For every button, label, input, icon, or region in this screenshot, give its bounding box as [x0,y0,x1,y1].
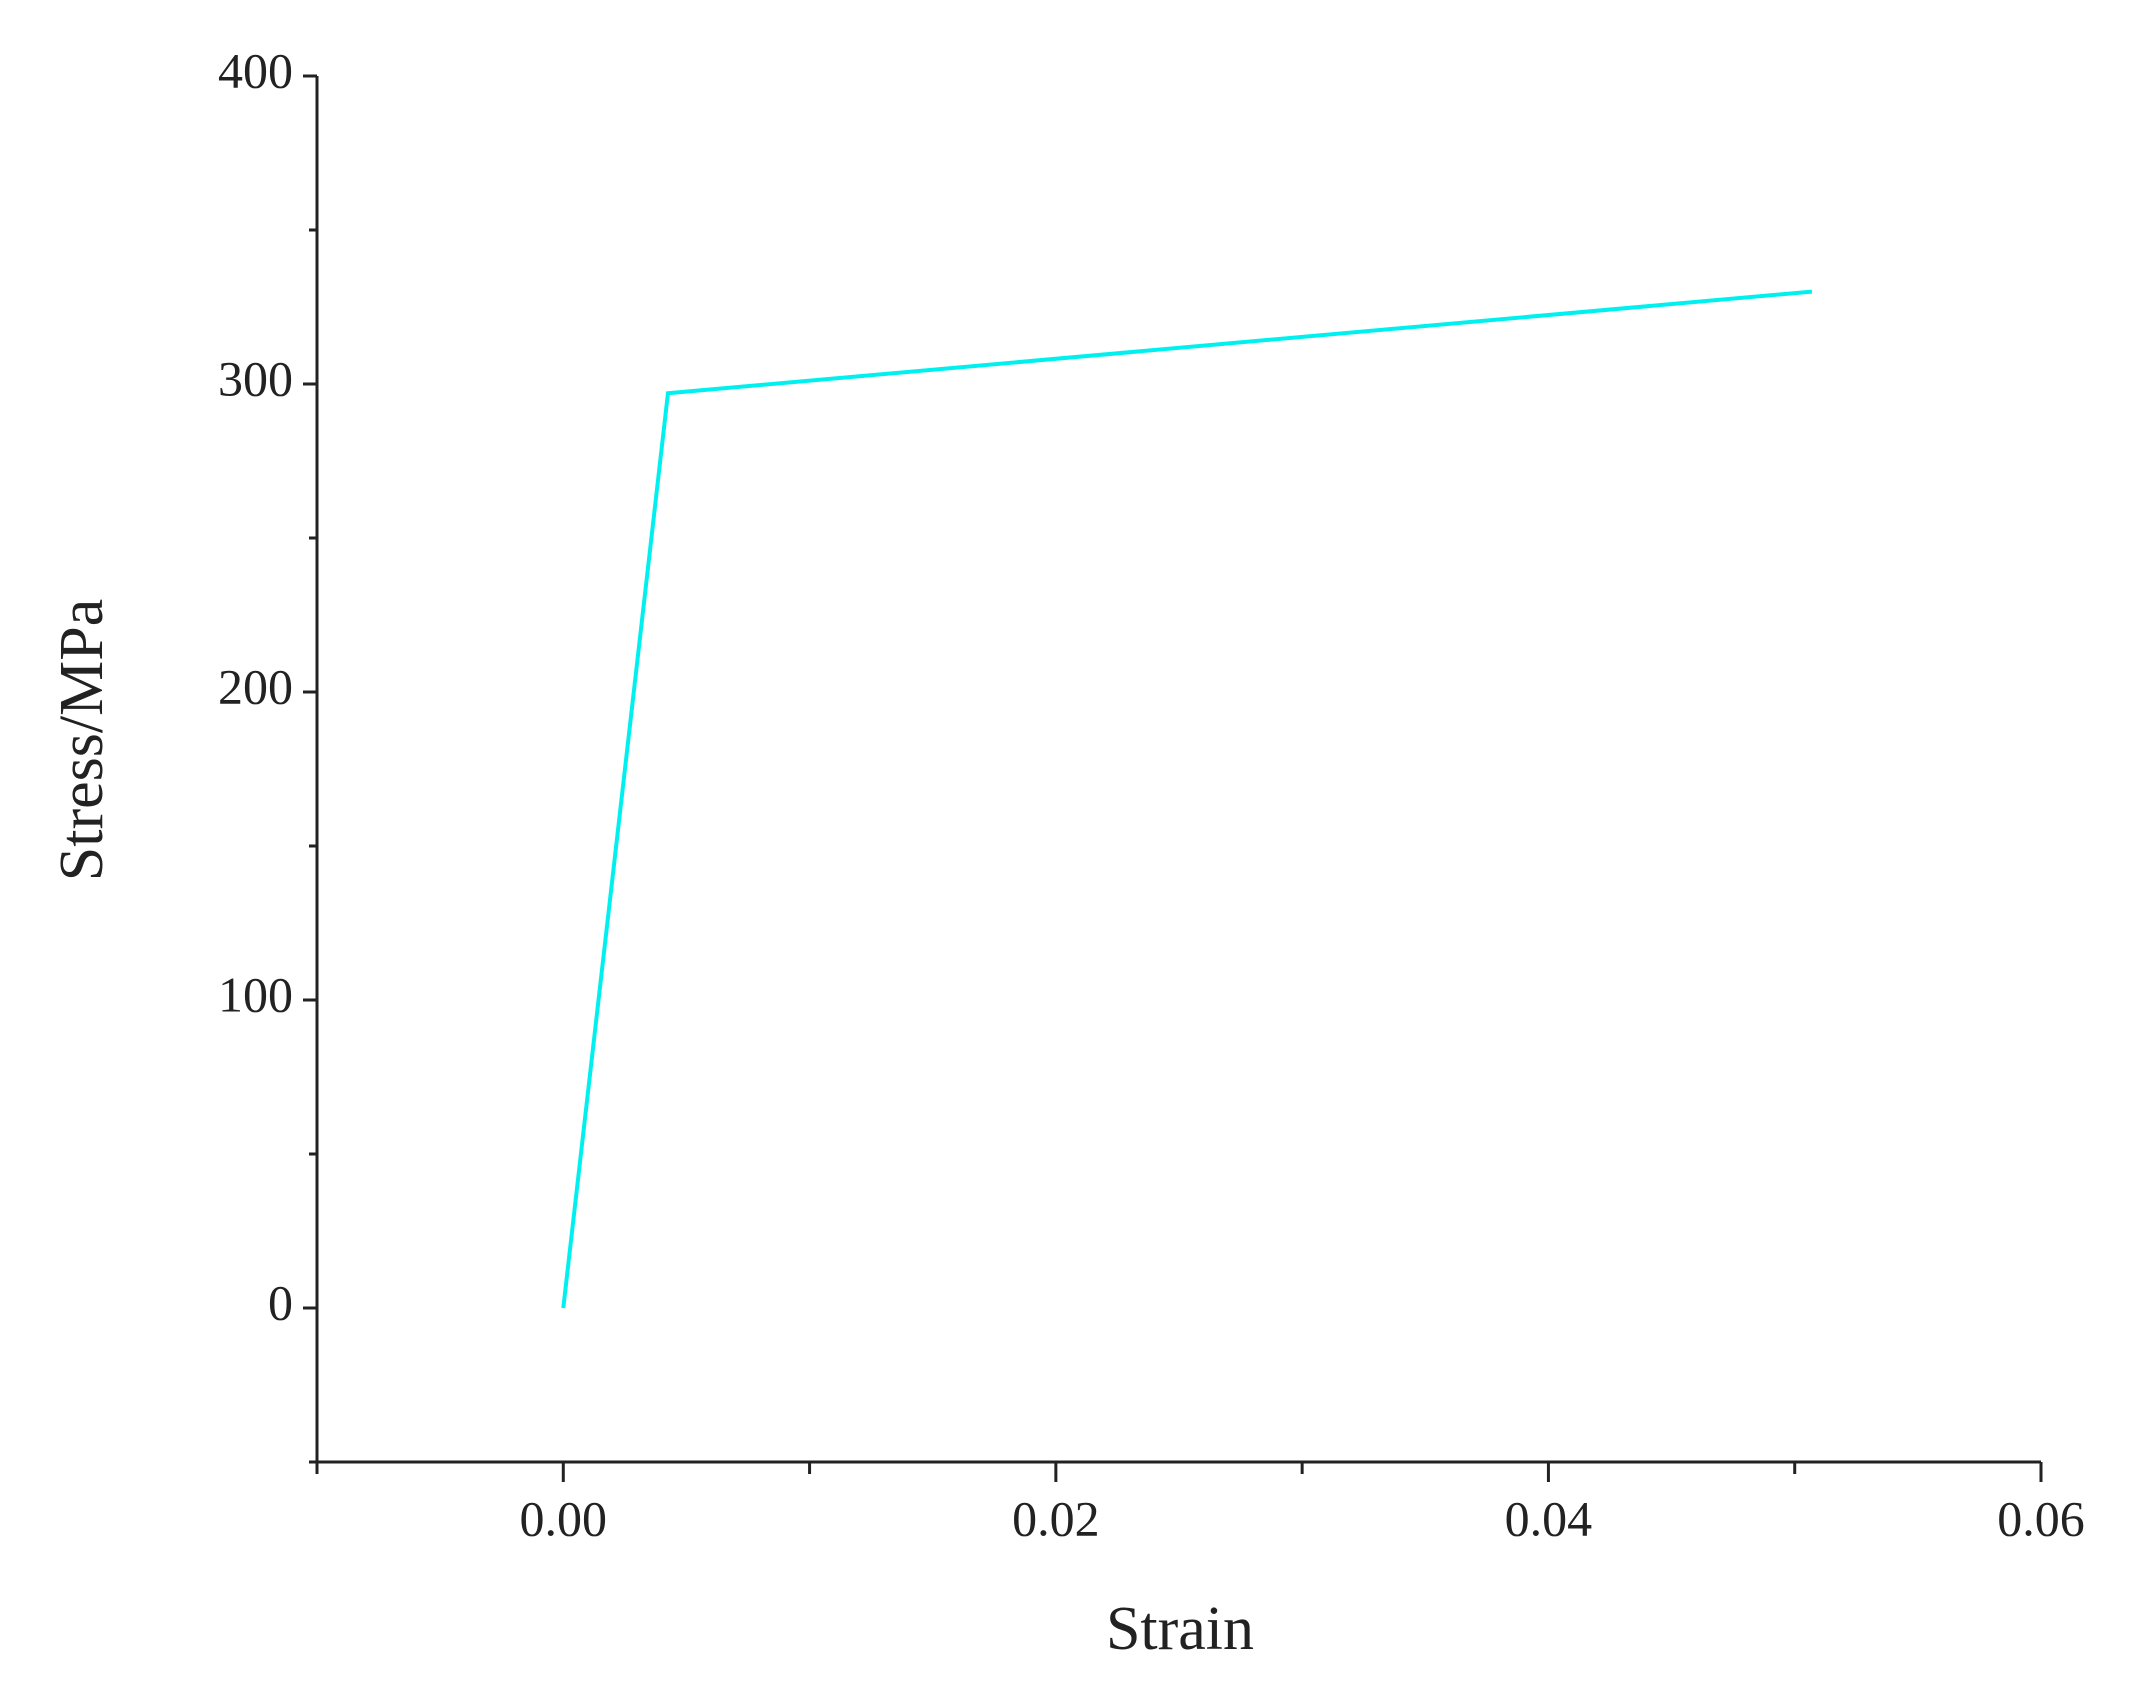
y-tick-label: 100 [218,966,293,1022]
x-axis-title: Strain [1106,1595,1254,1663]
y-tick-label: 0 [268,1274,293,1330]
y-axis-title: Stress/MPa [48,599,116,881]
y-tick-label: 300 [218,350,293,406]
x-tick-label: 0.06 [1997,1490,2085,1546]
x-tick-label: 0.00 [520,1490,608,1546]
x-tick-label: 0.02 [1012,1490,1100,1546]
x-tick-label: 0.04 [1505,1490,1593,1546]
data-line [561,289,1813,1309]
y-tick-label: 400 [218,42,293,98]
y-tick-label: 200 [218,658,293,714]
